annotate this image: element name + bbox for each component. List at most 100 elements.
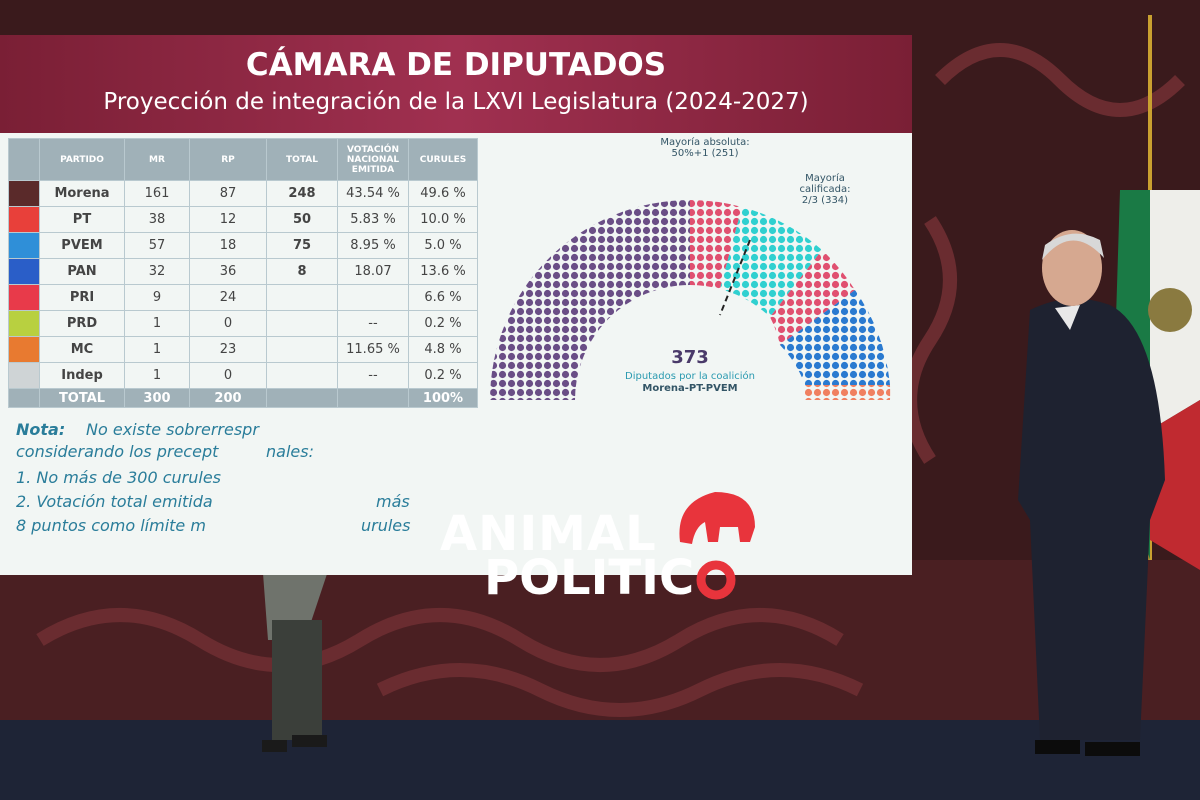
results-table: PARTIDO MR RP TOTAL VOTACIÓN NACIONAL EMITID… [8, 138, 478, 408]
table-cell: 12 [189, 206, 267, 233]
logo-elephant [679, 492, 755, 544]
party-swatch [8, 258, 40, 285]
table-cell: 36 [189, 258, 267, 285]
party-swatch [8, 336, 40, 363]
table-row: TOTAL 300 200 100% [8, 388, 478, 408]
party-swatch [8, 388, 40, 408]
table-cell: PRD [39, 310, 125, 337]
table-cell [266, 310, 338, 337]
table-cell: 13.6 % [408, 258, 478, 285]
logo-line2: POLITIC [484, 550, 695, 606]
man [1018, 230, 1165, 756]
table-cell: 50 [266, 206, 338, 233]
note-line: más [376, 492, 410, 511]
table-cell: 300 [124, 388, 190, 408]
table-cell: 5.0 % [408, 232, 478, 259]
table-cell: 32 [124, 258, 190, 285]
table-cell: 8.95 % [337, 232, 409, 259]
column-header: CURULES [408, 138, 478, 181]
column-header: VOTACIÓN NACIONAL EMITIDA [337, 138, 409, 181]
note: Nota: No existe sobrerrespr considerando l… [16, 419, 456, 549]
table-row: PAN 32 36 8 18.07 13.6 % [8, 258, 478, 285]
table-cell: Indep [39, 362, 125, 389]
qualified-label: Mayoría calificada: 2/3 (334) [799, 173, 851, 206]
table-cell: PRI [39, 284, 125, 311]
note-line: 2. Votación total emitida [16, 492, 213, 511]
table-cell: 49.6 % [408, 180, 478, 207]
table-row: Indep 1 0 -- 0.2 % [8, 362, 478, 389]
column-header: RP [189, 138, 267, 181]
note-line: considerando los precept [16, 442, 219, 461]
majority-label: Mayoría absoluta: 50%+1 (251) [660, 137, 750, 159]
party-swatch [8, 284, 40, 311]
table-cell: PAN [39, 258, 125, 285]
table-cell [266, 362, 338, 389]
table-row: PVEM 57 18 75 8.95 % 5.0 % [8, 232, 478, 259]
table-cell [337, 388, 409, 408]
table-cell: 0.2 % [408, 362, 478, 389]
note-label: Nota: [16, 420, 66, 439]
party-swatch [8, 232, 40, 259]
table-cell: 75 [266, 232, 338, 259]
table-cell: -- [337, 362, 409, 389]
party-swatch [8, 310, 40, 337]
table-cell: 1 [124, 362, 190, 389]
table-cell: 8 [266, 258, 338, 285]
column-header: MR [124, 138, 190, 181]
table-cell: -- [337, 310, 409, 337]
table-cell: 87 [189, 180, 267, 207]
table-cell: 1 [124, 310, 190, 337]
table-cell: 200 [189, 388, 267, 408]
party-swatch [8, 180, 40, 207]
table-cell: 23 [189, 336, 267, 363]
table-cell: 11.65 % [337, 336, 409, 363]
note-line: urules [361, 516, 411, 535]
coalition-line2: Morena-PT-PVEM [642, 383, 738, 394]
column-header: TOTAL [266, 138, 338, 181]
table-row: MC 1 23 11.65 % 4.8 % [8, 336, 478, 363]
table-cell: 1 [124, 336, 190, 363]
table-cell: 24 [189, 284, 267, 311]
table-cell [266, 284, 338, 311]
table-cell: TOTAL [39, 388, 125, 408]
column-header: PARTIDO [39, 138, 125, 181]
table-row: Morena 161 87 248 43.54 % 49.6 % [8, 180, 478, 207]
logo-line1: ANIMAL [440, 506, 657, 562]
logo-line2-wrap: POLITIC [440, 550, 744, 606]
table-cell: 6.6 % [408, 284, 478, 311]
table-cell: 10.0 % [408, 206, 478, 233]
table-cell: 5.83 % [337, 206, 409, 233]
table-row: PRI 9 24 6.6 % [8, 284, 478, 311]
swatch-header [8, 138, 40, 181]
note-line: 1. No más de 300 curules [16, 468, 221, 487]
note-line: No existe sobrerrespr [86, 420, 259, 439]
pattern [36, 43, 1185, 717]
table-cell: 4.8 % [408, 336, 478, 363]
note-line: 8 puntos como límite m [16, 516, 206, 535]
logo: ANIMAL POLITIC [440, 492, 755, 606]
party-swatch [8, 206, 40, 233]
table-cell: 0 [189, 310, 267, 337]
table-cell [266, 336, 338, 363]
table-cell: 161 [124, 180, 190, 207]
coalition-line1: Diputados por la coalición [625, 371, 755, 382]
screen: CÁMARA DE DIPUTADOS Proyección de integr… [0, 35, 912, 575]
table-cell: PVEM [39, 232, 125, 259]
table-cell: PT [39, 206, 125, 233]
hemicycle [490, 200, 891, 400]
table-cell: 9 [124, 284, 190, 311]
table-cell [337, 284, 409, 311]
table-cell: MC [39, 336, 125, 363]
subtitle: Proyección de integración de la LXVI Leg… [103, 89, 809, 115]
table-cell: 248 [266, 180, 338, 207]
table-cell: 43.54 % [337, 180, 409, 207]
table-cell: 0 [189, 362, 267, 389]
table-cell: 18 [189, 232, 267, 259]
table-cell: 100% [408, 388, 478, 408]
party-swatch [8, 362, 40, 389]
note-line: nales: [266, 442, 314, 461]
table-cell: Morena [39, 180, 125, 207]
title-band: CÁMARA DE DIPUTADOS Proyección de integr… [0, 35, 912, 133]
table-row: PT 38 12 50 5.83 % 10.0 % [8, 206, 478, 233]
